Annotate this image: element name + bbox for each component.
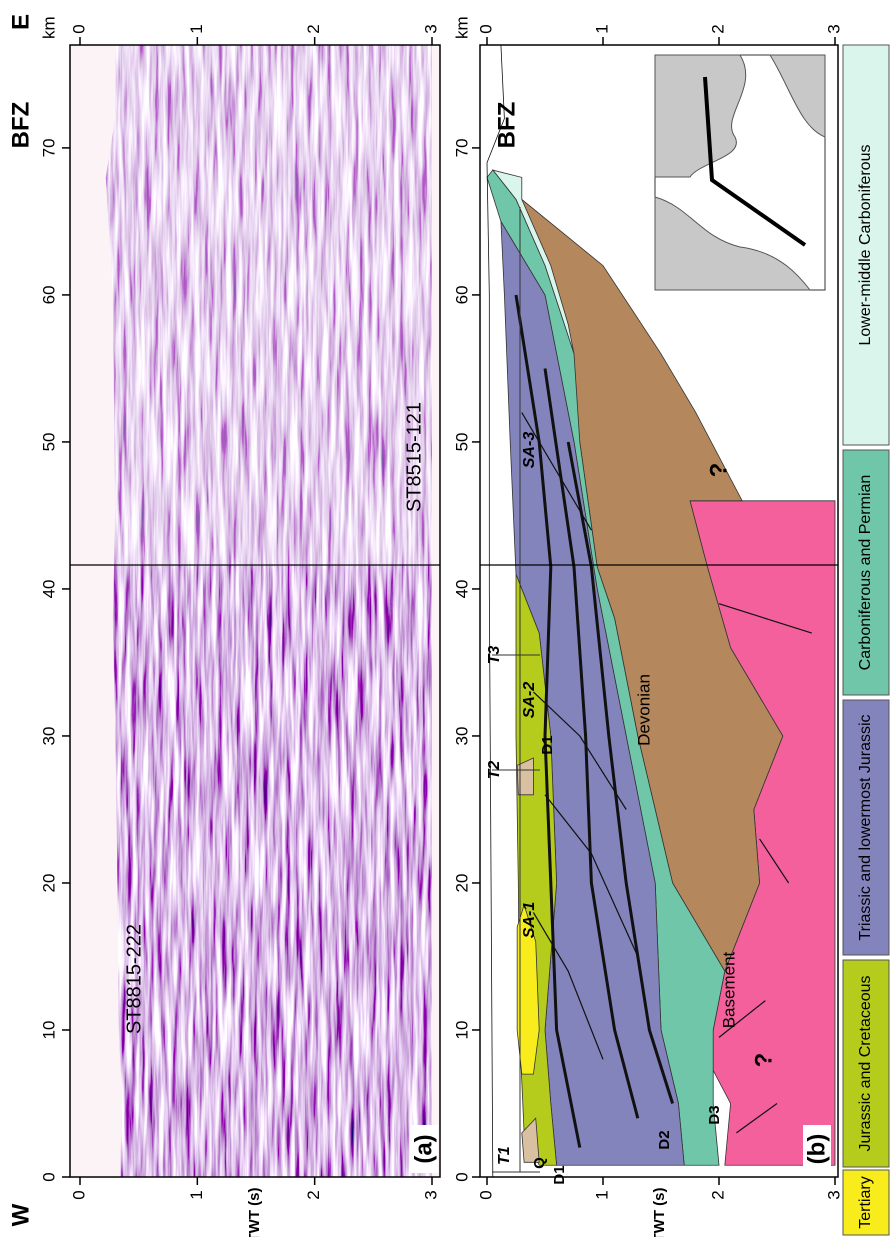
sequence-label: SA-1 bbox=[521, 902, 538, 939]
seismic-fade bbox=[70, 45, 440, 565]
unknown-label: ? bbox=[750, 1053, 777, 1068]
panel-label: (a) bbox=[410, 1134, 437, 1163]
east-label: E bbox=[7, 14, 34, 30]
x-unit: km bbox=[452, 16, 471, 39]
seismic-line-name: ST8515-121 bbox=[403, 402, 425, 512]
inset-map bbox=[655, 55, 825, 290]
legend-label: Lower-middle Carboniferous bbox=[857, 145, 874, 346]
unit-label: D1 bbox=[539, 735, 556, 754]
x-unit: km bbox=[39, 16, 58, 39]
rotated-figure: W E (a) ST8815-222 ST8515-121 BFZ km TWT… bbox=[7, 14, 889, 1237]
y-tick-label: 3 bbox=[421, 24, 440, 33]
time-label: T2 bbox=[486, 761, 503, 780]
y-tick-label: 2 bbox=[708, 1190, 727, 1199]
x-tick-label: 0 bbox=[452, 1172, 471, 1181]
unit-label: D2 bbox=[656, 1130, 673, 1149]
unit-label: D3 bbox=[706, 1105, 723, 1124]
y-tick-label: 3 bbox=[824, 24, 843, 33]
x-tick-label: 10 bbox=[39, 1021, 58, 1040]
panel-label: (b) bbox=[803, 1134, 830, 1165]
y-axis-label: TWT (s) bbox=[246, 1188, 263, 1237]
y-tick-label: 0 bbox=[69, 1190, 88, 1199]
legend-label: Jurassic and Cretaceous bbox=[857, 975, 874, 1151]
y-tick-label: 1 bbox=[187, 1190, 206, 1199]
y-tick-label: 1 bbox=[187, 24, 206, 33]
seismic-line-name: ST8815-222 bbox=[123, 924, 145, 1034]
y-tick-label: 0 bbox=[476, 24, 495, 33]
y-tick-label: 3 bbox=[824, 1190, 843, 1199]
y-tick-label: 2 bbox=[708, 24, 727, 33]
unit-label: Devonian bbox=[634, 674, 653, 746]
x-tick-label: 50 bbox=[39, 432, 58, 451]
x-tick-label: 20 bbox=[39, 874, 58, 893]
sequence-label: SA-2 bbox=[521, 682, 538, 719]
west-label: W bbox=[7, 1203, 34, 1226]
x-tick-label: 20 bbox=[452, 874, 471, 893]
y-axis-label: TWT (s) bbox=[651, 1188, 668, 1237]
legend-label: Carboniferous and Permian bbox=[857, 475, 874, 671]
x-tick-label: 50 bbox=[452, 432, 471, 451]
x-tick-label: 40 bbox=[452, 579, 471, 598]
legend: Tertiary Jurassic and Cretaceous Triassic … bbox=[843, 45, 889, 1235]
time-label: T1 bbox=[496, 1146, 513, 1165]
unit-label: Q bbox=[531, 1157, 548, 1169]
x-tick-label: 40 bbox=[39, 579, 58, 598]
y-tick-label: 1 bbox=[592, 1190, 611, 1199]
page: {"figure": { "west": "W", "east": "E", "… bbox=[0, 0, 892, 1237]
unit-label: Basement bbox=[719, 951, 738, 1028]
x-tick-label: 60 bbox=[39, 285, 58, 304]
y-tick-label: 1 bbox=[592, 24, 611, 33]
y-tick-label: 0 bbox=[476, 1190, 495, 1199]
x-tick-label: 60 bbox=[452, 285, 471, 304]
time-label: T3 bbox=[486, 646, 503, 665]
x-tick-label: 70 bbox=[39, 138, 58, 157]
x-tick-label: 30 bbox=[39, 727, 58, 746]
figure: W E (a) ST8815-222 ST8515-121 BFZ km TWT… bbox=[0, 0, 892, 1237]
x-tick-label: 70 bbox=[452, 138, 471, 157]
fault-zone-label: BFZ bbox=[7, 102, 34, 149]
x-tick-label: 0 bbox=[39, 1172, 58, 1181]
unit-label: D1 bbox=[551, 1165, 568, 1184]
unknown-label: ? bbox=[705, 463, 732, 478]
y-tick-label: 2 bbox=[304, 24, 323, 33]
fault-zone-label: BFZ bbox=[493, 102, 520, 149]
y-tick-label: 0 bbox=[69, 24, 88, 33]
sequence-label: SA-3 bbox=[521, 432, 538, 469]
x-tick-label: 30 bbox=[452, 727, 471, 746]
x-tick-label: 10 bbox=[452, 1021, 471, 1040]
legend-label: Tertiary bbox=[857, 1176, 874, 1228]
y-tick-label: 2 bbox=[304, 1190, 323, 1199]
y-tick-label: 3 bbox=[421, 1190, 440, 1199]
legend-label: Triassic and lowermost Jurassic bbox=[857, 714, 874, 940]
